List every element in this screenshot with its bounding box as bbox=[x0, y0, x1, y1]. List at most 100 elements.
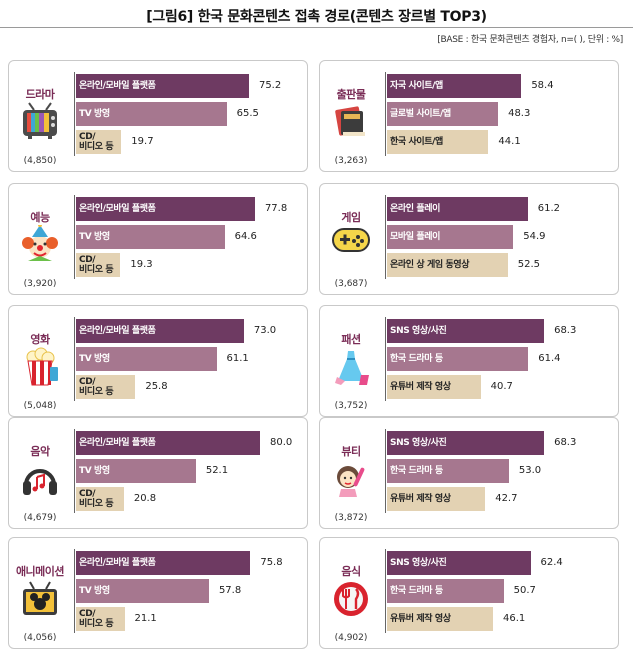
bar-value: 20.8 bbox=[133, 493, 157, 504]
chart-panel: 예능 (3,920) 온라인/모바일 플랫폼 77.8 TV 방영 64.6 CD/ 비디오… bbox=[8, 183, 308, 295]
tv-icon bbox=[20, 102, 60, 144]
clown-icon bbox=[20, 223, 60, 269]
bar-value: 50.7 bbox=[513, 585, 536, 596]
bar bbox=[76, 607, 125, 631]
chart-panel: 뷰티 (3,872) SNS 영상/사진 68.3 한국 드라마 등 53.0 유튜버 제작… bbox=[319, 417, 619, 529]
chart-panel: 애니메이션 (4,056) 온라인/모바일 플랫폼 75.8 TV 방영 57.8 CD/ … bbox=[8, 537, 308, 649]
bar bbox=[76, 459, 196, 483]
bar bbox=[387, 431, 545, 455]
bar-value: 25.8 bbox=[145, 381, 168, 392]
bar bbox=[76, 347, 217, 371]
bar-label: 온라인/모바일 플랫폼 bbox=[79, 438, 156, 448]
bar-value: 73.0 bbox=[253, 325, 277, 336]
bar-value: 40.7 bbox=[490, 381, 513, 392]
bar bbox=[76, 197, 255, 221]
bar-label: 한국 드라마 등 bbox=[390, 586, 443, 596]
panel-border bbox=[8, 183, 308, 295]
bar-value: 61.2 bbox=[537, 203, 561, 214]
bar-value: 68.3 bbox=[554, 325, 577, 336]
bar-label: TV 방영 bbox=[79, 109, 110, 119]
bar-label: 한국 사이트/앱 bbox=[390, 137, 443, 147]
bar-label: 온라인/모바일 플랫폼 bbox=[79, 558, 156, 568]
bar-value: 77.8 bbox=[264, 203, 288, 214]
bar bbox=[76, 551, 251, 575]
bar bbox=[387, 319, 545, 343]
chart-panel: 패션 (3,752) SNS 영상/사진 68.3 한국 드라마 등 61.4 유튜버 제작… bbox=[319, 305, 619, 417]
panel-border bbox=[319, 417, 619, 529]
panel-border bbox=[319, 183, 619, 295]
axis-line bbox=[385, 72, 386, 156]
chart-panel: 출판물 (3,263) 자국 사이트/앱 58.4 글로벌 사이트/앱 48.3 한국 사이… bbox=[319, 60, 619, 172]
bar bbox=[387, 487, 486, 511]
bar-label: TV 방영 bbox=[79, 466, 110, 476]
bar-value: 48.3 bbox=[508, 108, 531, 119]
bar-label: SNS 영상/사진 bbox=[390, 558, 447, 568]
bar-label: 온라인 상 게임 동영상 bbox=[390, 260, 470, 270]
bar bbox=[387, 347, 529, 371]
headphones-icon bbox=[20, 459, 60, 503]
bar-value: 61.1 bbox=[226, 353, 249, 364]
bar-label: SNS 영상/사진 bbox=[390, 438, 447, 448]
title-rule bbox=[0, 27, 633, 28]
bar bbox=[387, 74, 522, 98]
panel-border bbox=[319, 305, 619, 417]
fork-knife-icon bbox=[331, 579, 371, 623]
category-label: 게임 bbox=[341, 211, 361, 224]
bar bbox=[76, 319, 244, 343]
axis-line bbox=[74, 549, 75, 633]
axis-line bbox=[385, 429, 386, 513]
bar bbox=[387, 253, 508, 277]
bar-value: 68.3 bbox=[554, 437, 577, 448]
books-icon bbox=[331, 102, 371, 144]
bar-label: CD/ 비디오 등 bbox=[79, 255, 114, 275]
bar-label: 글로벌 사이트/앱 bbox=[390, 109, 451, 119]
sample-size: (4,679) bbox=[23, 513, 57, 523]
chart-title: [그림6] 한국 문화콘텐츠 접촉 경로(콘텐츠 장르별 TOP3) bbox=[146, 9, 487, 25]
bar bbox=[387, 579, 504, 603]
bar-value: 53.0 bbox=[518, 465, 542, 476]
bar bbox=[76, 375, 136, 399]
axis-line bbox=[74, 72, 75, 156]
popcorn-icon bbox=[20, 347, 60, 391]
sample-size: (4,056) bbox=[23, 633, 57, 643]
bar-label: TV 방영 bbox=[79, 232, 110, 242]
axis-line bbox=[385, 195, 386, 279]
chart-panel: 음식 (4,902) SNS 영상/사진 62.4 한국 드라마 등 50.7 유튜버 제작… bbox=[319, 537, 619, 649]
bar bbox=[76, 253, 121, 277]
chart-panel: 드라마 (4,850) 온라인/모바일 플랫폼 75.2 TV 방영 65.5 CD/ 비디… bbox=[8, 60, 308, 172]
bar-label: 온라인/모바일 플랫폼 bbox=[79, 81, 156, 91]
bar-value: 42.7 bbox=[495, 493, 518, 504]
base-note: [BASE : 한국 문화콘텐츠 경험자, n=( ), 단위 : %] bbox=[437, 35, 623, 45]
bar-value: 46.1 bbox=[503, 613, 526, 624]
bar-value: 75.8 bbox=[260, 557, 283, 568]
sample-size: (3,752) bbox=[334, 401, 368, 411]
sample-size: (4,902) bbox=[334, 633, 368, 643]
category-label: 드라마 bbox=[25, 88, 55, 101]
chart-panel: 영화 (5,048) 온라인/모바일 플랫폼 73.0 TV 방영 61.1 CD/ 비디오… bbox=[8, 305, 308, 417]
bar-value: 65.5 bbox=[236, 108, 259, 119]
bar bbox=[76, 102, 227, 126]
category-label: 영화 bbox=[30, 333, 50, 346]
bar-value: 44.1 bbox=[498, 136, 521, 147]
makeup-icon bbox=[331, 459, 371, 503]
bar-label: SNS 영상/사진 bbox=[390, 326, 447, 336]
bar-label: 유튜버 제작 영상 bbox=[390, 494, 451, 504]
bar-value: 52.1 bbox=[205, 465, 229, 476]
bar bbox=[76, 431, 260, 455]
category-label: 패션 bbox=[341, 333, 361, 346]
bar bbox=[387, 459, 509, 483]
bar bbox=[76, 130, 122, 154]
bar-value: 64.6 bbox=[234, 231, 257, 242]
bar-label: CD/ 비디오 등 bbox=[79, 489, 114, 509]
axis-line bbox=[74, 317, 75, 401]
bar-label: 한국 드라마 등 bbox=[390, 354, 443, 364]
bar-label: TV 방영 bbox=[79, 586, 110, 596]
bar-value: 19.3 bbox=[130, 259, 153, 270]
bar bbox=[387, 197, 528, 221]
bar bbox=[387, 102, 499, 126]
category-label: 출판물 bbox=[336, 88, 366, 101]
axis-line bbox=[385, 549, 386, 633]
sample-size: (3,872) bbox=[334, 513, 368, 523]
bar bbox=[387, 551, 531, 575]
